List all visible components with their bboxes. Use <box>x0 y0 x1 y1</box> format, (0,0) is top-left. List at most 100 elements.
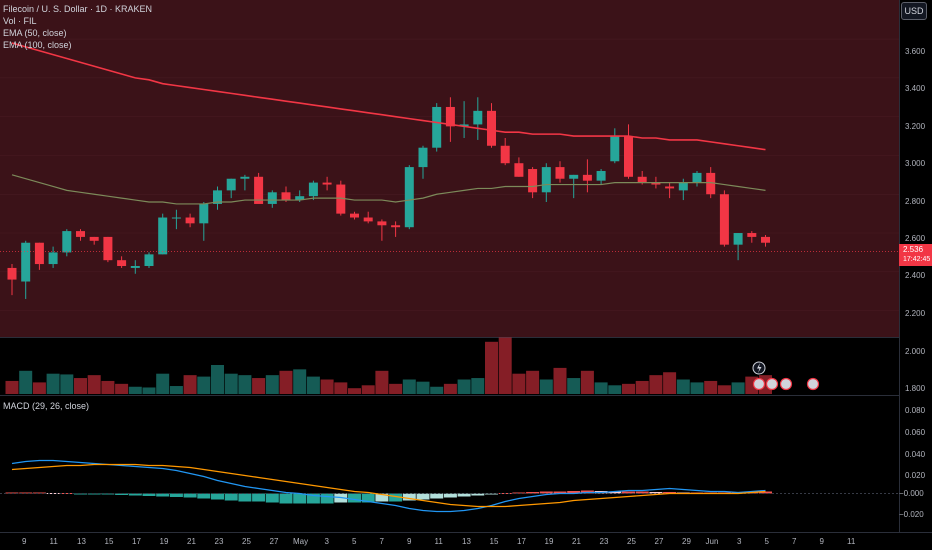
volume-bar <box>553 367 567 394</box>
time-tick: 23 <box>599 537 609 546</box>
candle-body <box>322 182 332 185</box>
macd-legend[interactable]: MACD (29, 26, close) <box>3 400 89 412</box>
macd-histogram-bar <box>430 493 444 499</box>
candle-body <box>185 217 195 224</box>
price-tick: 3.600 <box>905 47 926 56</box>
candle-body <box>719 194 729 245</box>
volume-bar <box>375 370 389 394</box>
macd-pane-bg <box>0 395 899 532</box>
candle-body <box>665 186 675 189</box>
volume-bar <box>443 383 457 394</box>
candle-body <box>596 170 606 181</box>
macd-histogram-bar <box>348 493 361 503</box>
macd-indicator-label[interactable]: MACD (29, 26, close) <box>3 401 90 411</box>
volume-bar <box>567 378 581 394</box>
volume-bar <box>101 380 115 394</box>
time-tick: 5 <box>352 537 357 546</box>
volume-bars <box>5 337 772 394</box>
macd-histogram-bar <box>156 493 170 497</box>
macd-tick: 0.060 <box>905 428 926 437</box>
macd-histogram-bar <box>224 493 238 501</box>
macd-histogram-bar <box>635 491 649 494</box>
earnings-event-icon[interactable] <box>806 377 820 391</box>
candle-body <box>103 236 113 261</box>
candle-body <box>733 233 743 245</box>
ema100-line <box>11 42 766 151</box>
candle-body <box>89 236 99 241</box>
macd-histogram-bar <box>375 493 389 502</box>
time-tick: Jun <box>705 537 719 546</box>
candle-body <box>391 225 401 228</box>
lightning-bolt-glyph <box>757 363 762 373</box>
volume-bar <box>279 370 293 394</box>
price-legend[interactable]: Filecoin / U. S. Dollar · 1D · KRAKEN Vo… <box>3 3 152 51</box>
macd-histogram-bar <box>197 493 211 499</box>
ema100-indicator-label[interactable]: EMA (100, close) <box>3 40 72 50</box>
macd-histogram-bar <box>60 493 74 494</box>
candle-body <box>692 172 702 183</box>
volume-bar <box>580 370 594 394</box>
price-tick: 2.600 <box>905 234 926 243</box>
volume-bar <box>224 373 238 394</box>
volume-bar <box>402 379 416 394</box>
macd-histogram-bar <box>443 493 457 498</box>
candle-body <box>761 236 770 243</box>
macd-histogram-bar <box>32 492 46 494</box>
candle-body <box>747 233 757 237</box>
earnings-event-icon[interactable] <box>765 377 779 391</box>
time-tick: 23 <box>214 537 224 546</box>
volume-bar <box>594 382 608 394</box>
candle-body <box>254 176 264 204</box>
candle-body <box>541 167 551 193</box>
candle-body <box>21 242 31 282</box>
macd-tick: 0.020 <box>905 471 926 480</box>
macd-histogram-bar <box>526 492 540 494</box>
macd-histogram-bar <box>183 493 197 498</box>
macd-histogram-bar <box>485 493 498 495</box>
candle-body <box>445 106 455 127</box>
volume-indicator-label[interactable]: Vol · FIL <box>3 16 37 26</box>
volume-bar <box>60 374 74 394</box>
time-tick: 5 <box>764 537 769 546</box>
candle-body <box>528 169 538 193</box>
currency-button[interactable]: USD <box>901 2 927 20</box>
time-tick: 25 <box>242 537 251 546</box>
volume-bar <box>46 373 60 394</box>
price-tick: 3.400 <box>905 84 926 93</box>
macd-tick: −0.020 <box>899 510 924 519</box>
volume-bar <box>197 376 211 394</box>
volume-bar <box>471 378 485 394</box>
macd-histogram-bar <box>567 491 581 494</box>
event-markers[interactable] <box>752 361 820 391</box>
volume-bar <box>5 380 19 394</box>
volume-bar <box>293 369 307 394</box>
symbol-title[interactable]: Filecoin / U. S. Dollar · 1D · KRAKEN <box>3 4 153 14</box>
candles <box>7 97 770 299</box>
last-price-value: 2.536 <box>903 245 924 254</box>
volume-bar <box>306 376 320 394</box>
ema50-line <box>11 174 766 205</box>
macd-tick: −0.000 <box>899 489 924 498</box>
earnings-event-icon[interactable] <box>779 377 793 391</box>
signal-line <box>11 463 766 508</box>
volume-tick: 1.800 <box>905 384 926 393</box>
volume-bar <box>142 387 156 394</box>
macd-tick: 0.080 <box>905 406 926 415</box>
price-pane-bg <box>0 0 899 337</box>
time-tick: 25 <box>627 537 636 546</box>
ema50-indicator-label[interactable]: EMA (50, close) <box>3 28 67 38</box>
candle-body <box>295 196 305 201</box>
volume-bar <box>526 370 540 394</box>
time-tick: 27 <box>654 537 664 546</box>
candle-body <box>226 178 236 191</box>
time-tick: 27 <box>269 537 279 546</box>
candle-body <box>281 192 291 201</box>
macd-histogram-bar <box>169 493 183 497</box>
volume-bar <box>238 375 252 394</box>
earnings-event-icon[interactable] <box>752 377 766 391</box>
macd-histogram-bar <box>649 492 663 494</box>
time-tick: 11 <box>434 537 443 546</box>
macd-histogram-bar <box>402 493 416 501</box>
volume-bar <box>485 341 498 394</box>
